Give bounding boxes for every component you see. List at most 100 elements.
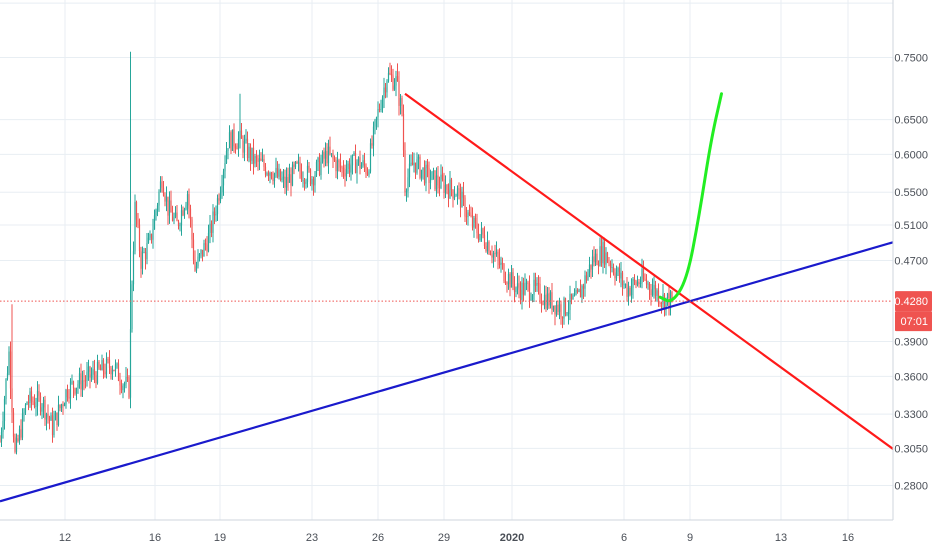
price-tick-label: 0.6500 (894, 115, 928, 127)
candle-body (632, 279, 634, 288)
candle-body (315, 161, 318, 176)
candle-body (330, 153, 333, 155)
candle-body (348, 163, 351, 173)
time-tick-label: 16 (149, 532, 161, 544)
candle-body (588, 264, 591, 273)
candle-body (212, 211, 214, 233)
candle-body (395, 76, 397, 86)
candle-body (590, 264, 592, 270)
candle-body (450, 179, 453, 190)
candle-body (168, 200, 171, 216)
candle-body (374, 120, 376, 127)
time-tick-label: 29 (438, 532, 450, 544)
candle-body (620, 272, 622, 279)
candle-body (54, 412, 57, 421)
candle-body (59, 404, 61, 409)
candle-body (299, 162, 301, 172)
candle-body (137, 219, 139, 225)
countdown-badge (895, 311, 932, 332)
candle-body (440, 174, 442, 189)
candle-body (216, 198, 219, 215)
candle-body (377, 109, 379, 118)
candle-body (77, 384, 79, 388)
candle-body (368, 171, 370, 175)
candle-body (257, 158, 259, 162)
candle-body (228, 132, 231, 149)
candle-body (258, 158, 261, 162)
candle-body (414, 162, 417, 173)
candle-body (335, 160, 337, 172)
candle-body (531, 295, 534, 300)
candle-body (101, 360, 103, 371)
candle-body (255, 156, 258, 159)
candle-body (536, 283, 538, 286)
candle-body (0, 432, 3, 442)
candle-body (2, 421, 4, 433)
candle-body (539, 283, 541, 301)
projection-curve (658, 92, 723, 303)
candle-body (62, 404, 64, 407)
candle-body (213, 211, 216, 216)
candle-body (42, 399, 45, 408)
candle-body (318, 157, 321, 176)
price-tick-label: 0.5100 (894, 220, 928, 232)
price-tick-label: 0.4700 (894, 256, 928, 268)
candle-body (129, 329, 132, 398)
candle-body (341, 167, 343, 169)
candle-body (302, 180, 304, 182)
candle-body (575, 290, 577, 296)
candle-body (177, 221, 180, 226)
candle-body (647, 283, 649, 285)
candle-body (204, 243, 207, 245)
current-price-labels: 0.4280 07:01 (894, 291, 932, 332)
candle-body (644, 278, 646, 280)
candle-body (650, 290, 652, 296)
candle-body (186, 194, 189, 206)
candle-body (449, 179, 451, 199)
candle-body (464, 197, 466, 217)
candle-body (264, 166, 267, 175)
candle-body (407, 177, 409, 192)
candle-body (35, 406, 37, 407)
candle-body (99, 367, 102, 371)
candle-body (245, 138, 247, 142)
candle-body (569, 293, 571, 311)
candle-body (164, 195, 166, 202)
candle-body (411, 162, 414, 166)
candle-body (671, 291, 673, 302)
trendline-ascending (0, 241, 894, 503)
candle-body (504, 281, 507, 284)
candle-body (195, 266, 198, 271)
candle-body (428, 167, 430, 183)
candle-body (344, 172, 346, 177)
candle-body (627, 287, 630, 297)
candle-body (23, 412, 25, 414)
candle-body (285, 177, 288, 188)
candle-body (261, 159, 264, 161)
candle-body (408, 163, 411, 178)
candle-body (465, 216, 468, 218)
time-axis[interactable]: 12 16 19 23 26 29 2020 6 9 13 16 (59, 532, 854, 544)
candle-body (503, 264, 505, 282)
candle-body (401, 98, 403, 114)
candle-body (485, 245, 487, 252)
candle-body (122, 385, 124, 391)
candle-body (206, 244, 208, 252)
candle-body (378, 109, 381, 111)
candle-body (501, 262, 504, 265)
candle-body (182, 210, 184, 216)
candle-body (134, 202, 136, 252)
candle-body (336, 160, 339, 172)
candle-body (479, 234, 481, 241)
candle-body (51, 415, 54, 436)
candle-body (288, 174, 291, 183)
candle-body (90, 374, 93, 378)
candle-body (14, 436, 16, 452)
candle-body (170, 200, 172, 213)
candle-body (396, 76, 399, 82)
candle-body (309, 169, 312, 185)
candle-body (123, 384, 126, 386)
candle-body (66, 389, 69, 398)
candle-body (114, 364, 117, 371)
price-axis[interactable]: 0.2800 0.3050 0.3300 0.3600 0.3900 0.4700 0.51… (894, 53, 928, 493)
